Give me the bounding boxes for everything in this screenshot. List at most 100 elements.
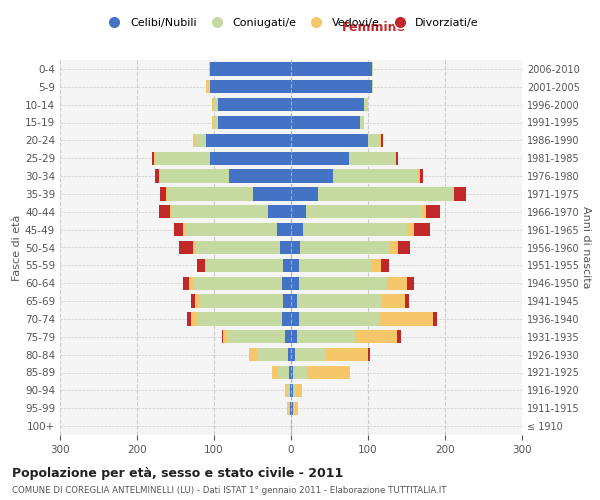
- Bar: [418, 170, 419, 183]
- Bar: [289, 366, 291, 379]
- Bar: [405, 294, 409, 308]
- Bar: [291, 276, 299, 290]
- Bar: [287, 384, 290, 397]
- Bar: [291, 366, 293, 379]
- Bar: [283, 258, 291, 272]
- Bar: [291, 223, 302, 236]
- Bar: [197, 258, 205, 272]
- Bar: [299, 258, 372, 272]
- Bar: [195, 294, 199, 308]
- Bar: [170, 205, 172, 218]
- Bar: [299, 276, 387, 290]
- Bar: [280, 241, 291, 254]
- Bar: [291, 384, 293, 397]
- Bar: [156, 152, 210, 165]
- Bar: [250, 348, 257, 362]
- Bar: [300, 241, 389, 254]
- Bar: [272, 366, 278, 379]
- Bar: [283, 294, 291, 308]
- Y-axis label: Fasce di età: Fasce di età: [12, 214, 22, 280]
- Bar: [291, 420, 292, 433]
- Legend: Celibi/Nubili, Coniugati/e, Vedovi/e, Divorziati/e: Celibi/Nubili, Coniugati/e, Vedovi/e, Di…: [99, 13, 483, 32]
- Bar: [395, 152, 397, 165]
- Bar: [285, 330, 291, 344]
- Bar: [426, 205, 440, 218]
- Bar: [382, 294, 405, 308]
- Bar: [187, 312, 191, 326]
- Bar: [218, 116, 291, 129]
- Bar: [318, 187, 453, 200]
- Bar: [166, 187, 168, 200]
- Bar: [414, 223, 430, 236]
- Bar: [422, 205, 426, 218]
- Bar: [407, 276, 414, 290]
- Bar: [229, 170, 291, 183]
- Bar: [196, 241, 280, 254]
- Bar: [334, 170, 418, 183]
- Bar: [289, 402, 290, 415]
- Bar: [209, 62, 210, 76]
- Bar: [227, 330, 285, 344]
- Bar: [278, 366, 289, 379]
- Bar: [158, 205, 170, 218]
- Bar: [293, 366, 307, 379]
- Bar: [326, 348, 368, 362]
- Bar: [193, 241, 196, 254]
- Bar: [291, 170, 334, 183]
- Bar: [152, 152, 154, 165]
- Bar: [199, 294, 283, 308]
- Bar: [295, 348, 326, 362]
- Bar: [368, 134, 380, 147]
- Bar: [174, 223, 183, 236]
- Bar: [168, 187, 253, 200]
- Bar: [291, 98, 364, 112]
- Bar: [380, 312, 433, 326]
- Bar: [297, 330, 355, 344]
- Bar: [397, 330, 401, 344]
- Bar: [294, 402, 298, 415]
- Bar: [205, 258, 206, 272]
- Bar: [214, 98, 218, 112]
- Bar: [291, 294, 297, 308]
- Bar: [291, 80, 372, 94]
- Bar: [291, 330, 297, 344]
- Bar: [291, 241, 300, 254]
- Bar: [397, 152, 398, 165]
- Bar: [291, 134, 368, 147]
- Bar: [290, 402, 291, 415]
- Bar: [160, 170, 229, 183]
- Bar: [282, 276, 291, 290]
- Bar: [288, 348, 291, 362]
- Bar: [282, 312, 291, 326]
- Bar: [277, 223, 291, 236]
- Bar: [185, 223, 277, 236]
- Bar: [381, 258, 389, 272]
- Bar: [210, 80, 291, 94]
- Bar: [158, 170, 160, 183]
- Bar: [349, 152, 395, 165]
- Bar: [372, 258, 381, 272]
- Bar: [253, 187, 291, 200]
- Bar: [210, 152, 291, 165]
- Bar: [191, 312, 197, 326]
- Bar: [454, 187, 466, 200]
- Bar: [380, 134, 381, 147]
- Bar: [210, 62, 291, 76]
- Bar: [206, 258, 283, 272]
- Bar: [212, 116, 214, 129]
- Bar: [206, 80, 209, 94]
- Bar: [154, 152, 156, 165]
- Bar: [195, 134, 206, 147]
- Bar: [302, 223, 407, 236]
- Bar: [212, 98, 214, 112]
- Bar: [364, 98, 368, 112]
- Bar: [183, 276, 190, 290]
- Bar: [407, 223, 414, 236]
- Bar: [389, 241, 398, 254]
- Bar: [222, 330, 223, 344]
- Bar: [360, 116, 364, 129]
- Bar: [291, 62, 372, 76]
- Bar: [214, 116, 218, 129]
- Bar: [223, 330, 227, 344]
- Bar: [291, 348, 295, 362]
